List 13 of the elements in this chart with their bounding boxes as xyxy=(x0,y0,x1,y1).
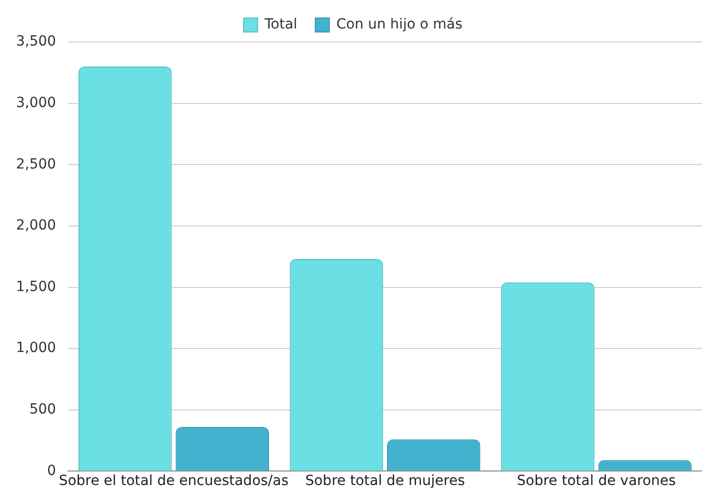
y-tick-label: 1,500 xyxy=(16,278,56,295)
y-tick-label: 3,500 xyxy=(16,34,56,50)
y-tick-label: 500 xyxy=(29,402,56,418)
legend-label: Total xyxy=(264,16,298,33)
y-tick-label: 0 xyxy=(47,462,56,479)
x-tick-label: Sobre total de mujeres xyxy=(305,473,465,490)
x-tick-label: Sobre total de varones xyxy=(516,473,676,490)
legend-label: Con un hijo o más xyxy=(336,16,462,33)
y-tick-label: 3,000 xyxy=(16,94,56,111)
y-tick-label: 1,000 xyxy=(16,340,56,356)
y-tick-label: 2,500 xyxy=(16,156,56,172)
x-tick-label: Sobre el total de encuestados/as xyxy=(58,473,289,490)
y-tick-label: 2,000 xyxy=(16,218,56,234)
